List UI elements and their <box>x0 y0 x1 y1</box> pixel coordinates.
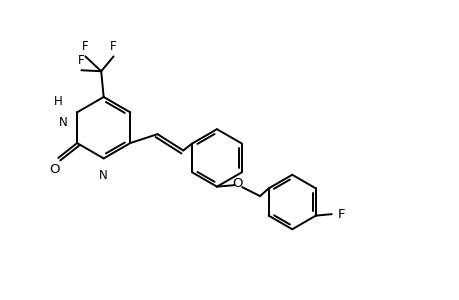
Text: F: F <box>337 208 345 221</box>
Text: F: F <box>78 54 84 67</box>
Text: F: F <box>110 40 117 53</box>
Text: F: F <box>82 40 89 53</box>
Text: N: N <box>58 116 67 129</box>
Text: N: N <box>99 169 108 182</box>
Text: O: O <box>232 177 242 190</box>
Text: H: H <box>53 95 62 108</box>
Text: O: O <box>49 163 59 176</box>
